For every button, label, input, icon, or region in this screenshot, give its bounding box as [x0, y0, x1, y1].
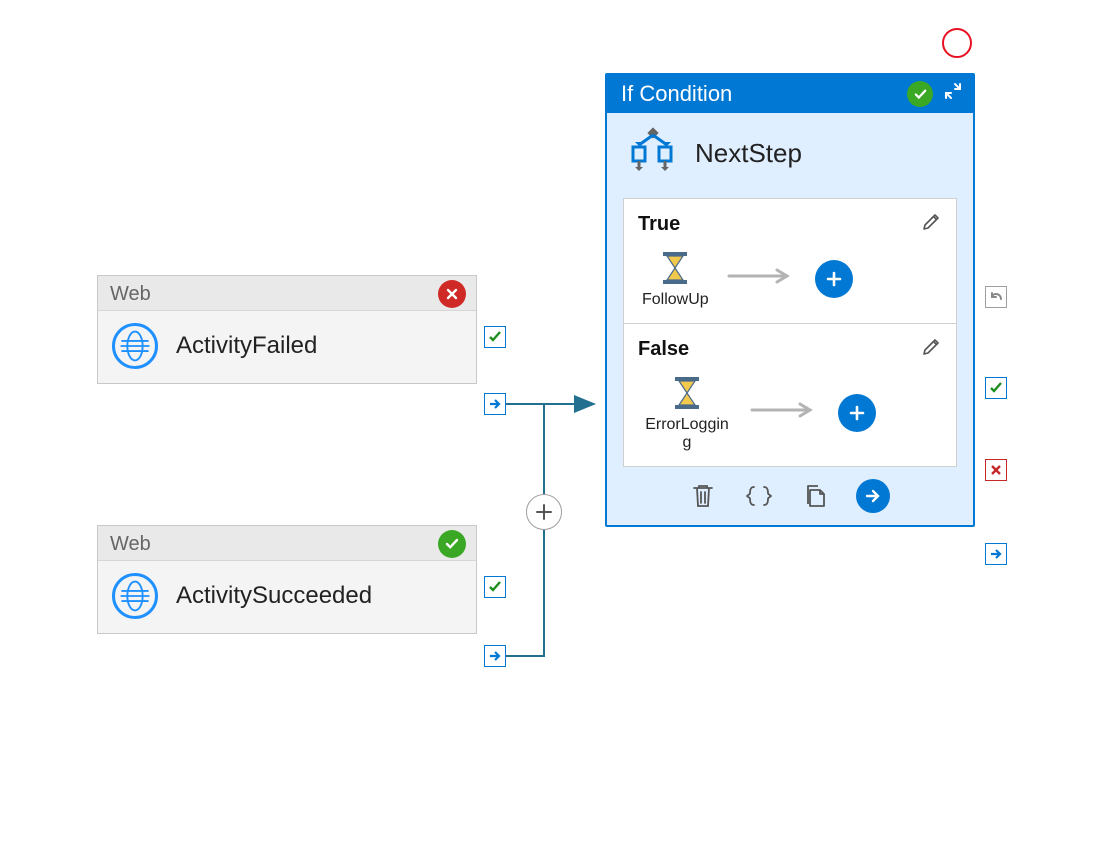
- copy-button[interactable]: [802, 482, 828, 510]
- validation-error-indicator: [942, 28, 972, 58]
- edit-icon[interactable]: [920, 211, 942, 238]
- run-button[interactable]: [856, 479, 890, 513]
- port-undo[interactable]: [985, 286, 1007, 308]
- arrow-right-icon: [727, 266, 797, 291]
- step-label: FollowUp: [642, 291, 709, 309]
- if-condition-panel[interactable]: If Condition: [605, 73, 975, 527]
- port-error[interactable]: [985, 459, 1007, 481]
- branch-label: False: [638, 338, 689, 361]
- web-icon: [112, 573, 158, 619]
- activity-name: ActivityFailed: [176, 332, 317, 360]
- step-followup[interactable]: FollowUp: [642, 248, 709, 309]
- branch-label: True: [638, 213, 680, 236]
- step-errorlogging[interactable]: ErrorLogging: [642, 373, 732, 452]
- port-skip[interactable]: [484, 645, 506, 667]
- if-toolbar: [607, 467, 973, 525]
- delete-button[interactable]: [690, 482, 716, 510]
- port-success[interactable]: [484, 576, 506, 598]
- port-skip[interactable]: [484, 393, 506, 415]
- port-skip[interactable]: [985, 543, 1007, 565]
- edit-icon[interactable]: [920, 336, 942, 363]
- merge-plus-button[interactable]: [526, 494, 562, 530]
- activity-failed[interactable]: Web ActivityFailed: [97, 275, 477, 384]
- activity-type-label: Web: [110, 533, 151, 556]
- arrow-right-icon: [750, 400, 820, 425]
- step-label: ErrorLogging: [642, 416, 732, 452]
- activity-type-label: Web: [110, 283, 151, 306]
- status-error-icon: [438, 280, 466, 308]
- collapse-icon[interactable]: [943, 81, 963, 107]
- add-step-button[interactable]: [838, 394, 876, 432]
- status-success-icon: [907, 81, 933, 107]
- if-title: If Condition: [621, 81, 732, 107]
- if-name: NextStep: [695, 138, 802, 169]
- web-icon: [112, 323, 158, 369]
- code-button[interactable]: [744, 483, 774, 509]
- wait-icon: [655, 248, 695, 288]
- branch-true: True FollowUp: [623, 198, 957, 324]
- activity-succeeded[interactable]: Web ActivitySucceeded: [97, 525, 477, 634]
- wait-icon: [667, 373, 707, 413]
- add-step-button[interactable]: [815, 260, 853, 298]
- port-success[interactable]: [484, 326, 506, 348]
- status-success-icon: [438, 530, 466, 558]
- activity-name: ActivitySucceeded: [176, 582, 372, 610]
- branch-false: False ErrorLogging: [623, 324, 957, 467]
- if-condition-icon: [625, 127, 679, 180]
- if-titlebar: If Condition: [607, 75, 973, 113]
- pipeline-canvas[interactable]: Web ActivityFailed Web: [0, 0, 1110, 847]
- port-success[interactable]: [985, 377, 1007, 399]
